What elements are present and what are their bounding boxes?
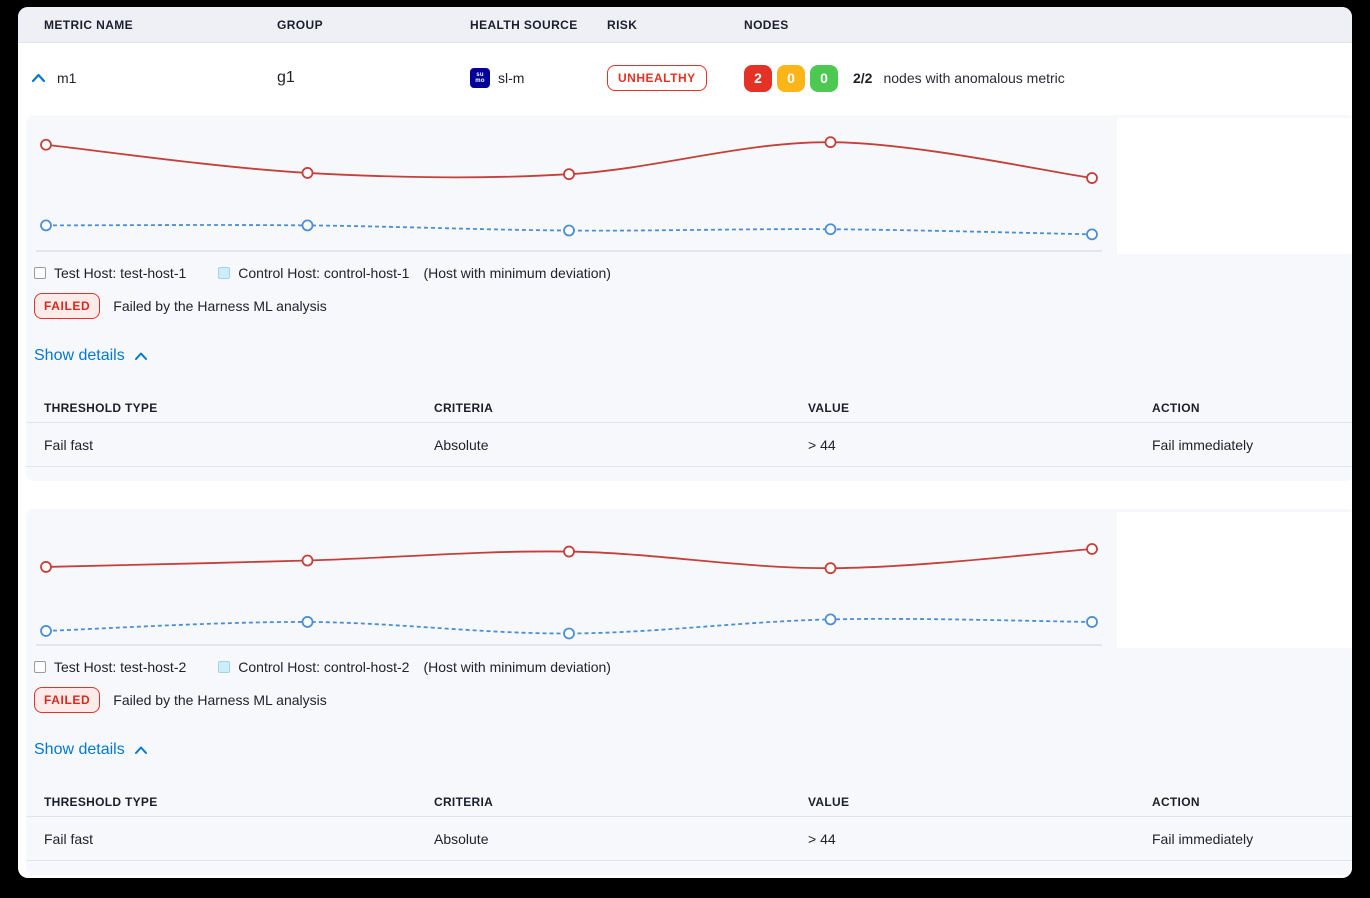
show-details-label: Show details [34, 347, 125, 364]
host-analysis-panel-2: Test Host: test-host-2 Control Host: con… [26, 509, 1352, 875]
anomalous-nodes-badge: 2 [744, 64, 772, 92]
cell-action: Fail immediately [1152, 830, 1254, 847]
column-header-metric-name: METRIC NAME [44, 17, 134, 32]
test-host-legend-swatch[interactable] [34, 661, 46, 673]
chart-legend: Test Host: test-host-2 Control Host: con… [26, 657, 1352, 677]
test-host-legend-label: Test Host: test-host-2 [54, 659, 187, 675]
th-threshold-type: THRESHOLD TYPE [44, 794, 158, 809]
timeseries-chart[interactable] [26, 119, 1112, 264]
cell-value: > 44 [808, 830, 836, 847]
control-host-legend-swatch[interactable] [218, 267, 231, 279]
chevron-up-icon [134, 746, 147, 754]
table-row: Fail fast Absolute > 44 Fail immediately [26, 817, 1352, 861]
warning-nodes-badge: 0 [777, 64, 805, 92]
column-header-group: GROUP [277, 17, 324, 32]
th-criteria: CRITERIA [434, 794, 494, 809]
sumo-icon-line2: mo [475, 78, 485, 84]
chart-area-1 [26, 115, 1352, 263]
sumo-logic-icon: su mo [470, 68, 490, 88]
show-details-label: Show details [34, 741, 125, 758]
risk-status-badge: UNHEALTHY [607, 65, 707, 91]
host-analysis-panel-1: Test Host: test-host-1 Control Host: con… [26, 115, 1352, 481]
chart-side-panel [1117, 118, 1352, 254]
failed-status-badge: FAILED [34, 687, 101, 713]
cell-action: Fail immediately [1152, 436, 1254, 453]
test-host-legend-swatch[interactable] [34, 267, 46, 279]
minimum-deviation-note: (Host with minimum deviation) [423, 659, 611, 675]
threshold-table: THRESHOLD TYPE CRITERIA VALUE ACTION Fai… [26, 787, 1352, 861]
column-header-health-source: HEALTH SOURCE [470, 17, 578, 32]
th-criteria: CRITERIA [434, 400, 494, 415]
cell-criteria: Absolute [434, 830, 489, 847]
metrics-analysis-card: METRIC NAME GROUP HEALTH SOURCE RISK NOD… [18, 7, 1352, 878]
failed-status-badge: FAILED [34, 293, 101, 319]
nodes-ratio-label: nodes with anomalous metric [883, 70, 1065, 86]
minimum-deviation-note: (Host with minimum deviation) [423, 265, 611, 281]
column-header-nodes: NODES [744, 17, 789, 32]
th-threshold-type: THRESHOLD TYPE [44, 400, 158, 415]
test-host-legend-label: Test Host: test-host-1 [54, 265, 187, 281]
metric-name: m1 [57, 70, 77, 86]
table-row: Fail fast Absolute > 44 Fail immediately [26, 423, 1352, 467]
chevron-up-icon [134, 352, 147, 360]
column-header-risk: RISK [607, 17, 638, 32]
metrics-table-header: METRIC NAME GROUP HEALTH SOURCE RISK NOD… [18, 7, 1352, 43]
cell-threshold-type: Fail fast [44, 436, 94, 453]
nodes-ratio: 2/2 [853, 70, 873, 86]
failed-status-text: Failed by the Harness ML analysis [113, 298, 327, 314]
metric-group: g1 [277, 69, 295, 86]
show-details-toggle[interactable]: Show details [26, 739, 148, 761]
sumo-icon-line1: su [476, 71, 484, 78]
th-action: ACTION [1152, 400, 1200, 415]
failed-status-text: Failed by the Harness ML analysis [113, 692, 327, 708]
health-source-name: sl-m [498, 70, 525, 86]
metric-row[interactable]: m1 g1 su mo sl-m UNHEALTHY 2 0 0 2/2 nod… [18, 43, 1352, 113]
control-host-legend-swatch[interactable] [218, 661, 231, 673]
th-action: ACTION [1152, 794, 1200, 809]
show-details-toggle[interactable]: Show details [26, 345, 148, 367]
healthy-nodes-badge: 0 [810, 64, 838, 92]
control-host-legend-label: Control Host: control-host-1 [238, 265, 410, 281]
timeseries-chart[interactable] [26, 513, 1112, 658]
threshold-table: THRESHOLD TYPE CRITERIA VALUE ACTION Fai… [26, 393, 1352, 467]
chart-side-panel [1117, 512, 1352, 648]
th-value: VALUE [808, 400, 850, 415]
control-host-legend-label: Control Host: control-host-2 [238, 659, 410, 675]
threshold-table-header: THRESHOLD TYPE CRITERIA VALUE ACTION [26, 787, 1352, 817]
chart-legend: Test Host: test-host-1 Control Host: con… [26, 263, 1352, 283]
collapse-row-button[interactable] [30, 70, 46, 86]
chevron-up-icon [31, 73, 45, 83]
cell-criteria: Absolute [434, 436, 489, 453]
th-value: VALUE [808, 794, 850, 809]
cell-threshold-type: Fail fast [44, 830, 94, 847]
threshold-table-header: THRESHOLD TYPE CRITERIA VALUE ACTION [26, 393, 1352, 423]
cell-value: > 44 [808, 436, 836, 453]
chart-area-2 [26, 509, 1352, 657]
